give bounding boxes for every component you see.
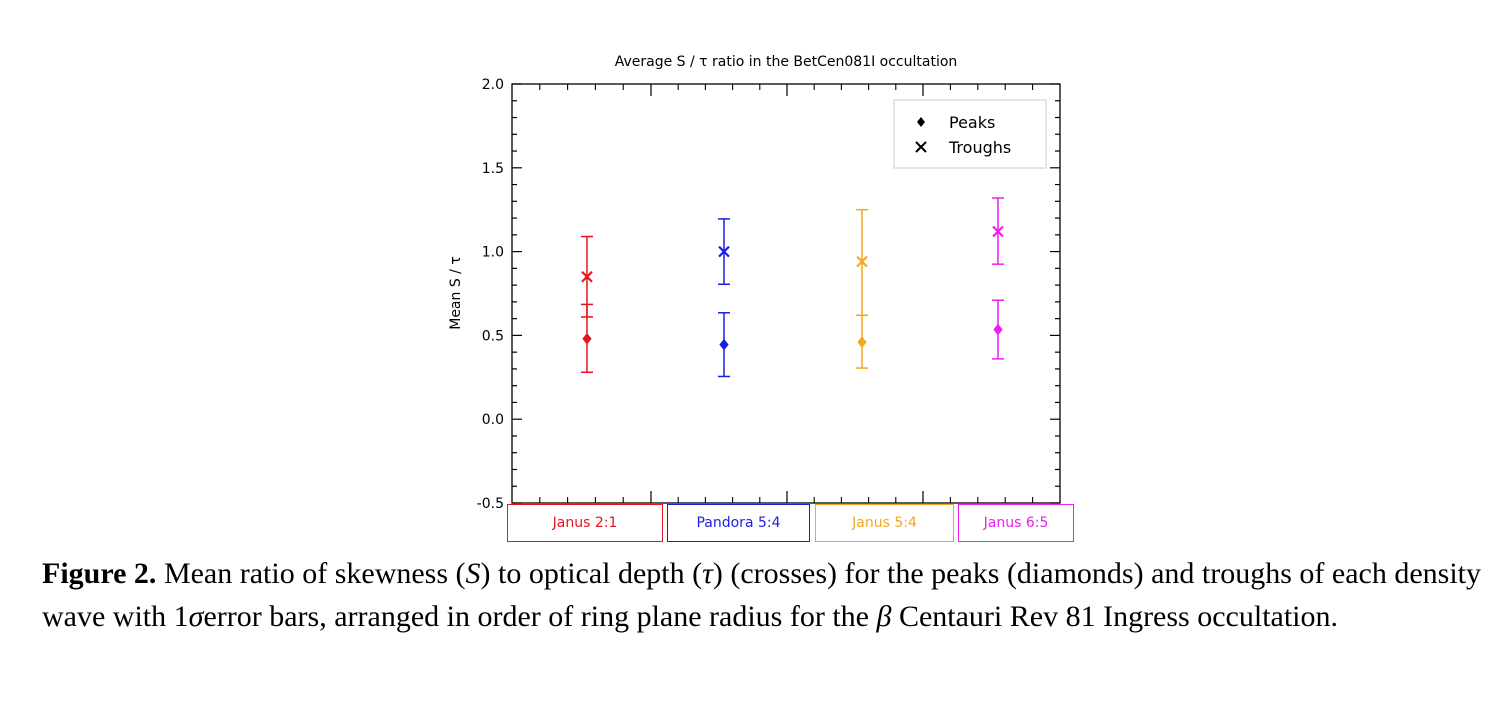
legend: Peaks Troughs <box>893 99 1047 169</box>
y-tick-label: 1.5 <box>482 161 504 177</box>
caption-text-3: ) (crosses) for the peaks (diamonds) and… <box>42 557 1481 633</box>
axes: 2.0 1.5 1.0 0.5 0.0 -0.5 <box>477 77 1061 512</box>
figure-label: Figure 2. <box>42 557 157 590</box>
caption-symbol-beta: β <box>876 600 892 633</box>
y-tick-label: 0.0 <box>482 412 504 428</box>
y-tick-label: 1.0 <box>482 245 504 261</box>
chart-title: Average S / τ ratio in the BetCen081I oc… <box>615 54 958 70</box>
trough-marker-stroke <box>856 255 868 268</box>
category-label: Janus 6:5 <box>958 504 1074 542</box>
trough-marker-stroke <box>992 225 1004 238</box>
trough-marker-stroke <box>581 270 593 283</box>
trough-marker-stroke <box>718 245 730 258</box>
y-tick-label: -0.5 <box>477 496 504 512</box>
trough-marker <box>581 270 593 283</box>
data-series <box>581 197 1004 378</box>
peak-marker <box>719 338 729 351</box>
legend-entry-label: Troughs <box>948 138 1011 157</box>
peak-marker <box>582 332 592 345</box>
legend-box <box>893 99 1047 169</box>
trough-marker <box>992 225 1004 238</box>
caption-symbol-sigma: σ <box>188 600 204 633</box>
peak-marker <box>993 323 1003 336</box>
caption-symbol-s: S <box>465 557 481 590</box>
category-label: Janus 2:1 <box>507 504 663 542</box>
category-label: Janus 5:4 <box>815 504 954 542</box>
legend-cross-icon <box>915 141 927 153</box>
legend-cross-stroke <box>915 141 927 153</box>
chart: Average S / τ ratio in the BetCen081I oc… <box>448 54 1061 512</box>
trough-marker <box>856 255 868 268</box>
legend-entry-label: Peaks <box>949 113 995 132</box>
figure-caption: Figure 2. Mean ratio of skewness (S) to … <box>42 552 1482 638</box>
category-label: Pandora 5:4 <box>667 504 810 542</box>
caption-text-2: ) to optical depth ( <box>480 557 703 590</box>
caption-text-5: Centauri Rev 81 Ingress occultation. <box>891 600 1339 633</box>
plot-frame <box>511 83 1061 504</box>
y-tick-label: 0.5 <box>482 328 504 344</box>
legend-diamond-icon <box>917 117 925 127</box>
trough-marker <box>718 245 730 258</box>
peak-marker <box>857 336 867 348</box>
caption-symbol-tau: τ <box>702 557 713 590</box>
y-tick-label: 2.0 <box>482 77 504 93</box>
caption-text-1: Mean ratio of skewness ( <box>156 557 466 590</box>
y-axis-label: Mean S / τ <box>448 256 464 330</box>
caption-text-4: error bars, arranged in order of ring pl… <box>203 600 877 633</box>
